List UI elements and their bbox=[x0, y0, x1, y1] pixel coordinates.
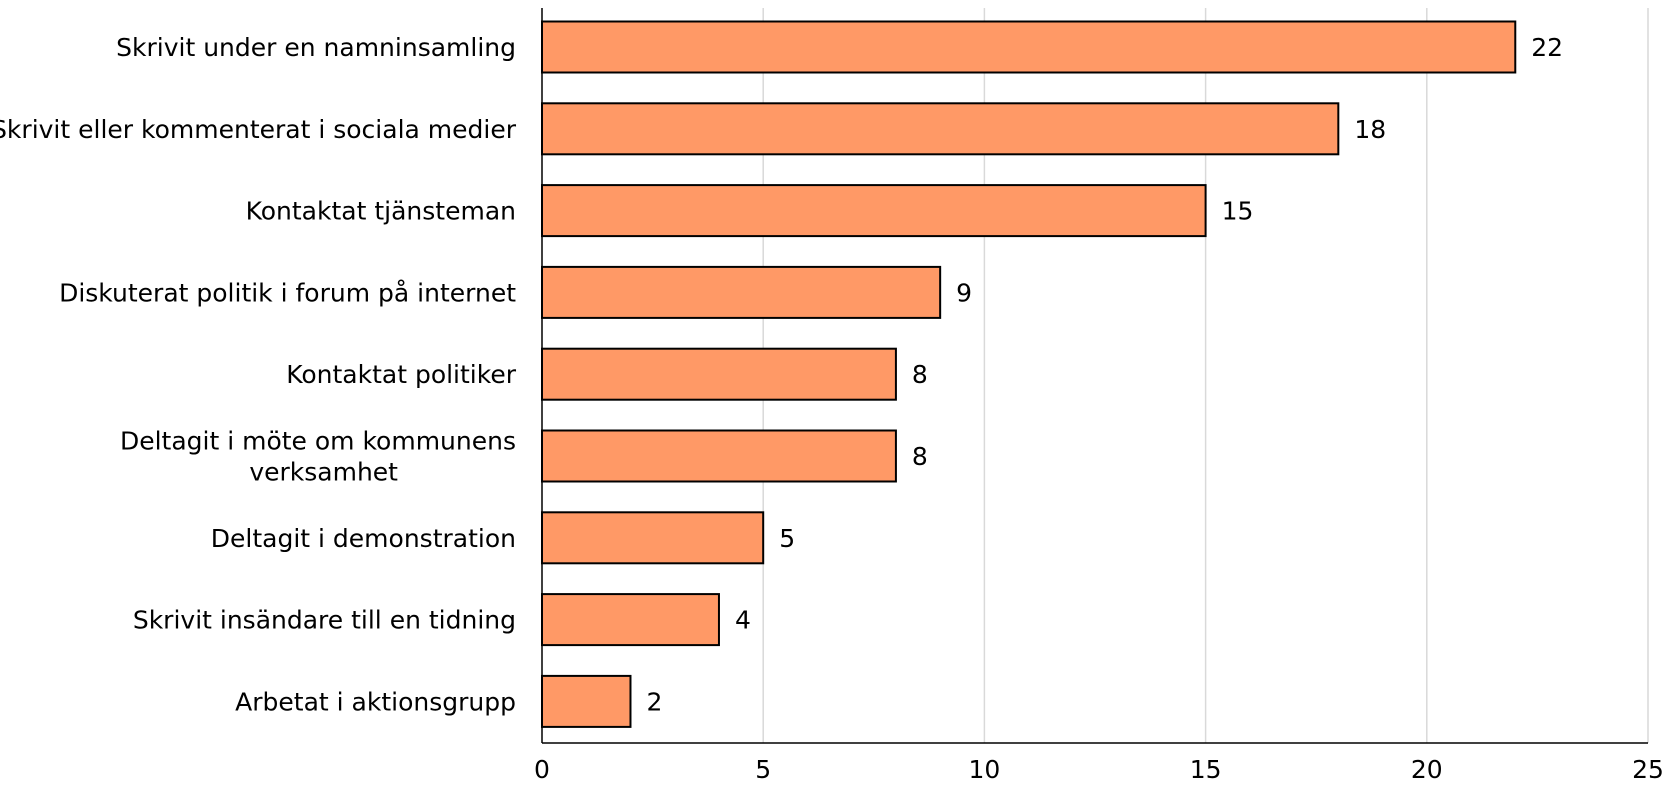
category-label-3: Kontaktat tjänsteman bbox=[246, 197, 516, 226]
data-label-5: 8 bbox=[912, 360, 928, 389]
bar-7 bbox=[541, 511, 765, 565]
category-label-9-line-1: Arbetat i aktionsgrupp bbox=[235, 687, 516, 716]
data-label-9: 2 bbox=[646, 687, 662, 716]
category-label-2: Skrivit eller kommenterat i sociala medi… bbox=[0, 115, 517, 144]
bar-2 bbox=[541, 102, 1340, 156]
category-label-6-line-2: verksamhet bbox=[249, 458, 398, 487]
bar-5 bbox=[541, 347, 897, 401]
category-label-2-line-1: Skrivit eller kommenterat i sociala medi… bbox=[0, 115, 517, 144]
bar-4 bbox=[541, 265, 942, 319]
axes bbox=[541, 8, 1648, 744]
category-label-3-line-1: Kontaktat tjänsteman bbox=[246, 197, 516, 226]
category-label-1: Skrivit under en namninsamling bbox=[116, 33, 516, 62]
category-label-7: Deltagit i demonstration bbox=[211, 524, 516, 553]
bar-9 bbox=[541, 674, 632, 728]
bar-6 bbox=[541, 429, 897, 483]
category-label-6-line-1: Deltagit i möte om kommunens bbox=[120, 427, 516, 456]
category-label-8-line-1: Skrivit insändare till en tidning bbox=[133, 606, 516, 635]
data-label-8: 4 bbox=[735, 606, 751, 635]
x-tick-label-10: 10 bbox=[968, 755, 1000, 784]
category-label-1-line-1: Skrivit under en namninsamling bbox=[116, 33, 516, 62]
category-label-9: Arbetat i aktionsgrupp bbox=[235, 687, 516, 716]
x-tick-label-0: 0 bbox=[534, 755, 550, 784]
data-label-6: 8 bbox=[912, 442, 928, 471]
category-label-5-line-1: Kontaktat politiker bbox=[286, 360, 517, 389]
data-label-3: 15 bbox=[1222, 197, 1254, 226]
labels: 0 5 10 15 20 25 22 18 15 9 8 8 5 4 2 Skrivit under en n… bbox=[0, 33, 1664, 784]
category-label-4-line-1: Diskuterat politik i forum på internet bbox=[59, 278, 516, 307]
data-label-1: 22 bbox=[1531, 33, 1563, 62]
x-tick-label-15: 15 bbox=[1190, 755, 1222, 784]
bar-1 bbox=[541, 20, 1517, 74]
category-label-7-line-1: Deltagit i demonstration bbox=[211, 524, 516, 553]
x-tick-label-5: 5 bbox=[755, 755, 771, 784]
x-tick-label-25: 25 bbox=[1632, 755, 1664, 784]
bar-8 bbox=[541, 593, 720, 647]
bar-3 bbox=[541, 184, 1207, 238]
data-label-7: 5 bbox=[779, 524, 795, 553]
data-label-4: 9 bbox=[956, 278, 972, 307]
category-label-4: Diskuterat politik i forum på internet bbox=[59, 278, 516, 307]
data-label-2: 18 bbox=[1354, 115, 1386, 144]
category-label-5: Kontaktat politiker bbox=[286, 360, 517, 389]
x-tick-label-20: 20 bbox=[1411, 755, 1443, 784]
category-label-6: Deltagit i möte om kommunens verksamhet bbox=[120, 427, 516, 487]
category-label-8: Skrivit insändare till en tidning bbox=[133, 606, 516, 635]
